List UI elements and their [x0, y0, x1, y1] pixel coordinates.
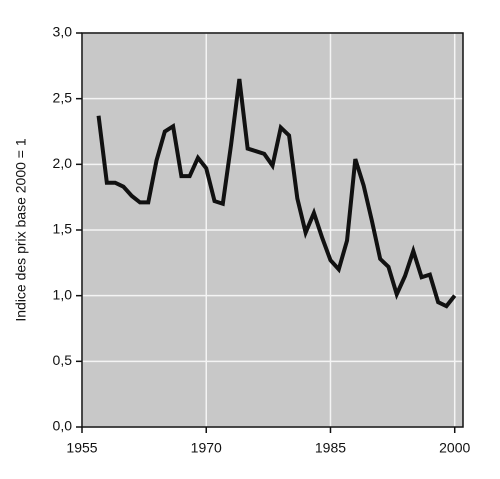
- y-tick-label: 0,5: [53, 352, 73, 368]
- y-tick-label: 2,0: [53, 155, 73, 171]
- y-tick-label: 3,0: [53, 24, 73, 40]
- x-tick-label: 1970: [191, 440, 222, 456]
- x-tick-label: 1985: [315, 440, 346, 456]
- y-axis-label: Indice des prix base 2000 = 1: [13, 138, 29, 322]
- y-tick-label: 0,0: [53, 418, 73, 434]
- x-tick-label: 1955: [66, 440, 97, 456]
- x-tick-label: 2000: [439, 440, 470, 456]
- data-line: [96, 78, 457, 309]
- y-tick-label: 1,5: [53, 221, 73, 237]
- y-tick-label: 1,0: [53, 286, 73, 302]
- y-tick-label: 2,5: [53, 89, 73, 105]
